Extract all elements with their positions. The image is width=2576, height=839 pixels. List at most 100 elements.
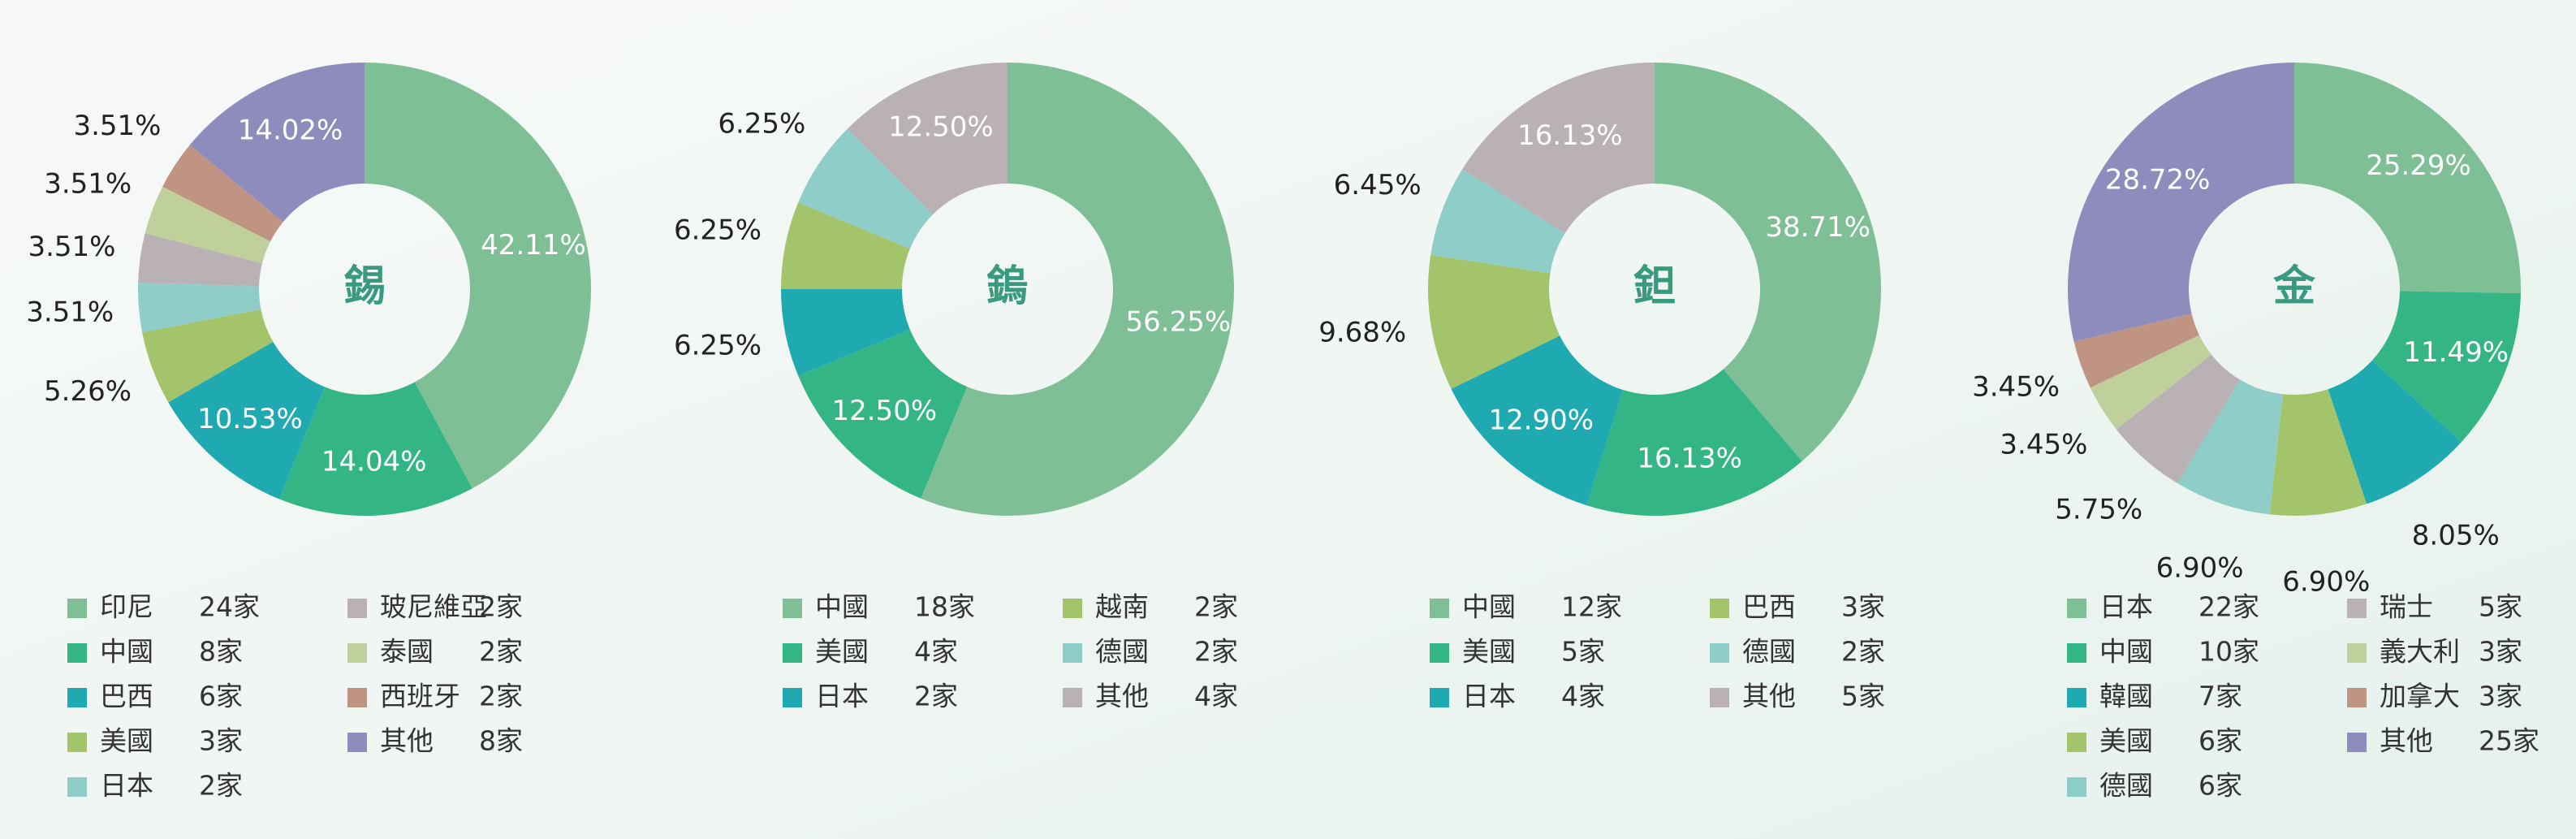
legend-label: 泰國 (380, 636, 434, 668)
donut-slice (1430, 169, 1565, 274)
legend-swatch (1063, 688, 1082, 707)
legend-swatch (67, 643, 87, 663)
donut-slice (2177, 379, 2283, 515)
donut-slice (1462, 63, 1655, 234)
legend-label: 越南 (1095, 591, 1149, 623)
legend-count: 6家 (2198, 770, 2242, 802)
legend-swatch (67, 688, 87, 707)
value-label: 3.45% (1972, 371, 2060, 404)
center-title: 鉭 (1633, 262, 1676, 311)
legend-label: 玻尼維亞 (380, 591, 487, 623)
value-label: 3.51% (73, 110, 161, 142)
value-label: 56.25% (1126, 305, 1232, 338)
donut-slice (798, 329, 968, 499)
legend-swatch (1430, 599, 1449, 618)
legend-count: 22家 (2198, 591, 2259, 623)
legend-label: 其他 (1742, 681, 1796, 712)
legend-count: 2家 (1841, 636, 1885, 668)
center-title: 鎢 (986, 262, 1029, 311)
donut-slice (798, 128, 934, 249)
value-label: 14.04% (321, 446, 427, 478)
legend-swatch (1063, 599, 1082, 618)
legend-count: 6家 (2198, 725, 2242, 757)
legend-swatch (67, 777, 87, 797)
donut-slice (168, 341, 326, 500)
legend-count: 12家 (1561, 591, 1622, 623)
legend-swatch (67, 599, 87, 618)
legend-label: 中國 (2099, 636, 2153, 668)
value-label: 6.25% (674, 214, 762, 246)
legend-count: 4家 (1561, 681, 1605, 712)
legend-label: 其他 (380, 725, 434, 757)
legend-swatch (2067, 599, 2086, 618)
legend-swatch (1710, 599, 1729, 618)
legend-label: 其他 (2380, 725, 2433, 757)
value-label: 42.11% (481, 229, 586, 262)
donut-slice (2371, 291, 2521, 443)
donut-slice (847, 63, 1008, 215)
legend-label: 日本 (100, 770, 153, 802)
donut-slice (145, 186, 271, 263)
value-label: 6.90% (2156, 551, 2244, 584)
legend-label: 中國 (100, 636, 153, 668)
legend-count: 2家 (914, 681, 958, 712)
donut-slice (2294, 63, 2521, 294)
donut-slice (278, 382, 472, 516)
legend-swatch (1710, 688, 1729, 707)
legend-count: 2家 (1194, 591, 1238, 623)
legend-swatch (347, 599, 367, 618)
legend-count: 2家 (479, 591, 523, 623)
donut-slice (921, 63, 1235, 517)
legend-label: 加拿大 (2380, 681, 2460, 712)
legend-label: 瑞士 (2380, 591, 2433, 623)
legend-swatch (2067, 688, 2086, 707)
donut-slice (2090, 335, 2211, 430)
legend-count: 2家 (1194, 636, 1238, 668)
donut-slice (2269, 389, 2367, 516)
center-title: 金 (2272, 262, 2316, 311)
value-label: 3.51% (44, 168, 132, 201)
legend-label: 巴西 (1742, 591, 1796, 623)
legend-swatch (2347, 643, 2367, 663)
legend-swatch (2347, 599, 2367, 618)
value-label: 25.29% (2366, 149, 2471, 182)
value-label: 14.02% (238, 114, 343, 146)
donut-slice (1428, 254, 1560, 389)
legend-label: 韓國 (2099, 681, 2153, 712)
legend-swatch (783, 688, 802, 707)
donut-slice (138, 233, 263, 287)
legend-count: 18家 (914, 591, 975, 623)
value-label: 12.50% (831, 395, 937, 427)
legend-count: 5家 (1561, 636, 1605, 668)
legend-label: 其他 (1095, 681, 1149, 712)
legend-swatch (347, 688, 367, 707)
legend-label: 中國 (815, 591, 869, 623)
legend-swatch (347, 643, 367, 663)
legend-label: 美國 (2099, 725, 2153, 757)
legend-label: 義大利 (2380, 636, 2460, 668)
legend-count: 3家 (199, 725, 243, 757)
legend-count: 8家 (479, 725, 523, 757)
legend-swatch (1430, 643, 1449, 663)
legend-swatch (347, 733, 367, 752)
legend-label: 德國 (1095, 636, 1149, 668)
donut-slice (138, 283, 261, 333)
donut-slice (1451, 335, 1624, 506)
legend-count: 2家 (479, 681, 523, 712)
donut-slice (162, 145, 283, 242)
legend-label: 印尼 (100, 591, 153, 623)
legend-swatch (2067, 777, 2086, 797)
legend-label: 美國 (100, 725, 153, 757)
value-label: 3.45% (2000, 429, 2087, 461)
value-label: 6.90% (2282, 565, 2370, 598)
legend-count: 24家 (199, 591, 260, 623)
legend-label: 西班牙 (380, 681, 460, 712)
value-label: 10.53% (197, 403, 303, 435)
value-label: 3.51% (26, 296, 114, 328)
donut-slice (365, 63, 591, 489)
legend-swatch (1063, 643, 1082, 663)
value-label: 16.13% (1637, 443, 1742, 475)
legend-swatch (783, 643, 802, 663)
legend-label: 日本 (815, 681, 869, 712)
legend-count: 3家 (2479, 681, 2522, 712)
